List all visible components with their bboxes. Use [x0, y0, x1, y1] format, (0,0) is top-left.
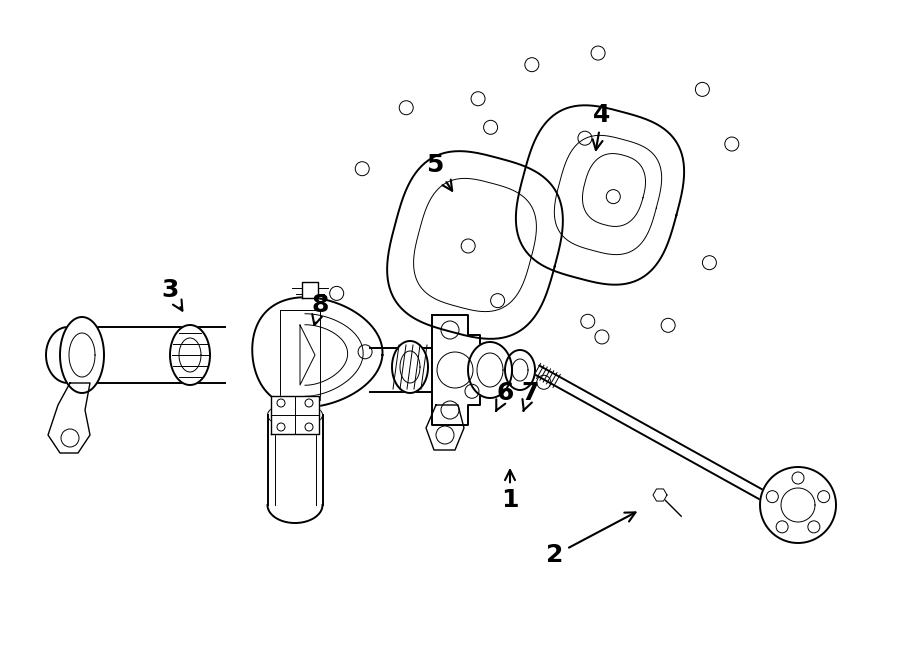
- Polygon shape: [170, 325, 210, 385]
- Polygon shape: [468, 342, 512, 398]
- Polygon shape: [48, 383, 90, 453]
- Polygon shape: [60, 317, 104, 393]
- Polygon shape: [267, 403, 322, 427]
- Text: 4: 4: [593, 103, 611, 150]
- Text: 8: 8: [311, 293, 328, 325]
- Polygon shape: [432, 315, 480, 425]
- Polygon shape: [387, 151, 562, 339]
- Polygon shape: [535, 366, 782, 510]
- Polygon shape: [760, 467, 836, 543]
- Text: 3: 3: [161, 278, 183, 311]
- Circle shape: [305, 399, 313, 407]
- Polygon shape: [271, 396, 319, 434]
- Polygon shape: [392, 341, 428, 393]
- Polygon shape: [302, 282, 318, 298]
- Text: 1: 1: [501, 470, 518, 512]
- Circle shape: [305, 423, 313, 431]
- Circle shape: [277, 399, 285, 407]
- Polygon shape: [653, 489, 667, 501]
- Polygon shape: [252, 297, 382, 407]
- Polygon shape: [505, 350, 535, 390]
- Text: 7: 7: [521, 381, 539, 411]
- Polygon shape: [46, 327, 68, 383]
- Text: 2: 2: [546, 512, 635, 567]
- Polygon shape: [516, 105, 684, 285]
- Text: 6: 6: [496, 381, 514, 411]
- Polygon shape: [426, 405, 464, 450]
- Text: 5: 5: [427, 153, 452, 191]
- Circle shape: [277, 423, 285, 431]
